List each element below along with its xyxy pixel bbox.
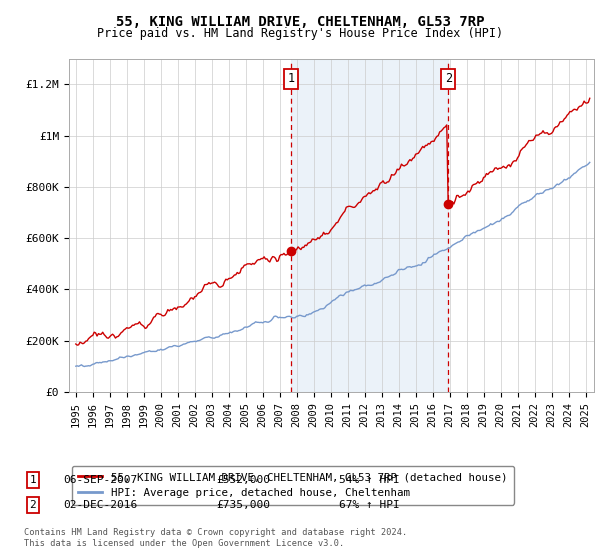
Text: This data is licensed under the Open Government Licence v3.0.: This data is licensed under the Open Gov…: [24, 539, 344, 548]
Text: £735,000: £735,000: [216, 500, 270, 510]
Text: 2: 2: [445, 72, 452, 85]
Legend: 55, KING WILLIAM DRIVE, CHELTENHAM, GL53 7RP (detached house), HPI: Average pric: 55, KING WILLIAM DRIVE, CHELTENHAM, GL53…: [72, 466, 514, 505]
Bar: [291, 59, 448, 392]
Text: 54% ↑ HPI: 54% ↑ HPI: [339, 475, 400, 485]
Text: Contains HM Land Registry data © Crown copyright and database right 2024.: Contains HM Land Registry data © Crown c…: [24, 528, 407, 536]
Text: 02-DEC-2016: 02-DEC-2016: [63, 500, 137, 510]
Text: Price paid vs. HM Land Registry's House Price Index (HPI): Price paid vs. HM Land Registry's House …: [97, 27, 503, 40]
Text: 06-SEP-2007: 06-SEP-2007: [63, 475, 137, 485]
Text: 1: 1: [29, 475, 37, 485]
Text: £552,000: £552,000: [216, 475, 270, 485]
Text: 55, KING WILLIAM DRIVE, CHELTENHAM, GL53 7RP: 55, KING WILLIAM DRIVE, CHELTENHAM, GL53…: [116, 15, 484, 29]
Text: 1: 1: [287, 72, 295, 85]
Text: 67% ↑ HPI: 67% ↑ HPI: [339, 500, 400, 510]
Text: 2: 2: [29, 500, 37, 510]
